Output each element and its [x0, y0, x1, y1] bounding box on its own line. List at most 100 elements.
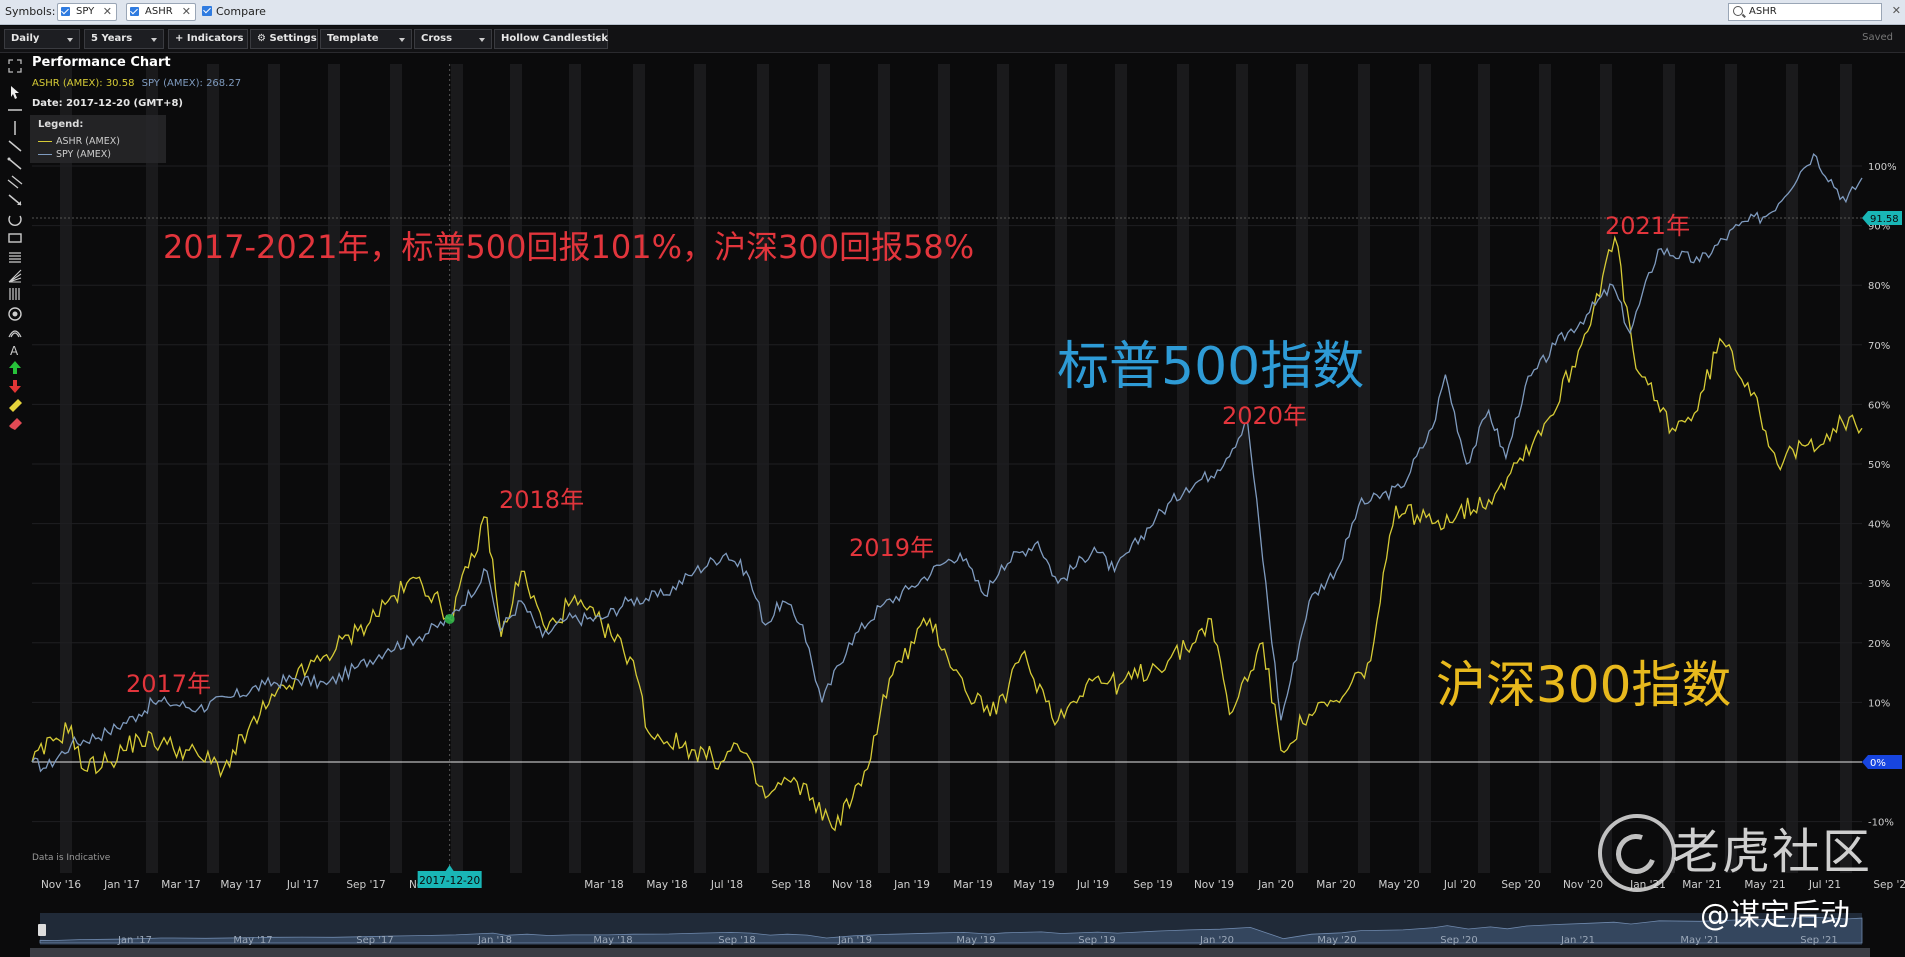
x-tick-label: Nov '19: [1194, 879, 1234, 891]
checkbox-icon[interactable]: [61, 7, 70, 16]
x-tick-label: Jul '19: [1076, 879, 1109, 891]
symbol-chip-label: ASHR: [145, 6, 173, 17]
time-band: [997, 64, 1009, 873]
highlighter-icon[interactable]: [7, 396, 23, 412]
settings-label: ⚙ Settings: [257, 33, 317, 44]
time-band: [938, 64, 950, 873]
time-band: [1177, 64, 1189, 873]
symbols-bar: Symbols: SPY ✕ ASHR ✕ Compare ✕: [0, 0, 1905, 25]
template-select[interactable]: Template: [320, 29, 412, 49]
interval-label: Daily: [11, 33, 40, 44]
year-2020-annotation: 2020年: [1222, 402, 1308, 430]
x-tick-label: Nov '18: [832, 879, 872, 891]
y-tick-label: 30%: [1868, 579, 1890, 590]
range-select[interactable]: 5 Years: [84, 29, 164, 49]
chevron-down-icon: [399, 38, 405, 42]
arrow-up-icon[interactable]: [7, 360, 23, 376]
ray-icon[interactable]: [7, 156, 23, 172]
time-band: [146, 64, 158, 873]
close-icon[interactable]: ✕: [1891, 4, 1901, 17]
x-tick-label: Sep '19: [1133, 879, 1172, 891]
x-tick-label: May '19: [1013, 879, 1054, 891]
chevron-down-icon: [479, 38, 485, 42]
y-tick-label: 80%: [1868, 281, 1890, 292]
chart-style-select[interactable]: Hollow Candlestick: [494, 29, 608, 49]
x-tick-label: Mar '21: [1682, 879, 1721, 891]
x-tick-label: Jul '17: [286, 879, 319, 891]
time-band: [757, 64, 769, 873]
time-band: [1786, 64, 1798, 873]
symbol-chip-ashr[interactable]: ASHR ✕: [126, 3, 196, 21]
settings-button[interactable]: ⚙ Settings: [250, 29, 318, 49]
time-band: [207, 64, 219, 873]
time-band: [1600, 64, 1612, 873]
close-icon[interactable]: ✕: [102, 5, 112, 18]
interval-select[interactable]: Daily: [4, 29, 80, 49]
navigator-tick-label: Jan '19: [837, 935, 872, 946]
year-2018-annotation: 2018年: [499, 486, 585, 514]
drawing-tools: A: [3, 56, 29, 956]
price-readout: ASHR (AMEX): 30.58 SPY (AMEX): 268.27: [32, 78, 241, 89]
rectangle-icon[interactable]: [7, 230, 23, 246]
navigator-series: [39, 916, 1863, 944]
year-2017-annotation: 2017年: [126, 670, 212, 698]
time-band: [1055, 64, 1067, 873]
x-tick-label: Sep '17: [346, 879, 385, 891]
text-tool-icon[interactable]: A: [7, 342, 23, 358]
arc-icon[interactable]: [7, 212, 23, 228]
trend-line-icon[interactable]: [7, 138, 23, 154]
fullscreen-icon[interactable]: [7, 58, 23, 74]
x-tick-label: May '18: [646, 879, 687, 891]
chevron-down-icon: [67, 38, 73, 42]
fibonacci-icon[interactable]: [7, 250, 23, 266]
circle-tool-icon[interactable]: [7, 306, 23, 322]
pointer-icon[interactable]: [7, 84, 23, 100]
time-band: [268, 64, 280, 873]
y-tick-label: -10%: [1868, 818, 1894, 829]
pitchfork-icon[interactable]: [7, 324, 23, 340]
x-tick-label: May '17: [220, 879, 261, 891]
arrow-line-icon[interactable]: [7, 192, 23, 208]
search-icon: [1733, 6, 1743, 16]
symbol-chip-spy[interactable]: SPY ✕: [57, 3, 117, 21]
indicators-button[interactable]: + Indicators: [168, 29, 248, 49]
time-band: [1725, 64, 1737, 873]
navigator-tick-label: May '20: [1317, 935, 1356, 946]
grid-lines-icon[interactable]: [7, 286, 23, 302]
cursor-date-tag: [417, 871, 482, 888]
search-input[interactable]: [1749, 5, 1877, 18]
chevron-down-icon: [595, 38, 601, 42]
navigator-tick-label: Jan '20: [1199, 935, 1234, 946]
y-tick-label: 10%: [1868, 698, 1890, 709]
x-tick-label: Mar '19: [953, 879, 992, 891]
ashr-price: ASHR (AMEX): 30.58: [32, 78, 135, 89]
x-tick-label: Mar '18: [584, 879, 623, 891]
cursor-date-label: 2017-12-20: [419, 875, 480, 887]
navigator-tick-label: May '19: [956, 935, 995, 946]
chart-toolbar: Daily 5 Years + Indicators ⚙ Settings Te…: [0, 26, 1905, 53]
navigator-tick-label: May '18: [593, 935, 632, 946]
eraser-icon[interactable]: [7, 414, 23, 430]
x-tick-label: Mar '17: [161, 879, 200, 891]
time-band: [60, 64, 72, 873]
horizontal-line-icon[interactable]: [7, 102, 23, 118]
navigator-scrollbar: [30, 948, 1870, 957]
fan-icon[interactable]: [7, 268, 23, 284]
watermark-author: @谋定后动: [1700, 898, 1850, 933]
arrow-down-icon[interactable]: [7, 378, 23, 394]
time-band: [694, 64, 706, 873]
close-icon[interactable]: ✕: [181, 5, 191, 18]
y-tick-label: 40%: [1868, 520, 1890, 531]
time-band: [1663, 64, 1675, 873]
checkbox-icon[interactable]: [130, 7, 139, 16]
symbol-chip-label: SPY: [76, 6, 95, 17]
vertical-line-icon[interactable]: [7, 120, 23, 136]
time-band: [328, 64, 340, 873]
symbol-search[interactable]: ✕: [1728, 3, 1901, 21]
cursor-date-pointer: [445, 865, 454, 871]
svg-text:A: A: [10, 344, 19, 358]
channel-icon[interactable]: [7, 174, 23, 190]
cursor-select[interactable]: Cross: [414, 29, 492, 49]
checkbox-icon[interactable]: [202, 6, 212, 16]
